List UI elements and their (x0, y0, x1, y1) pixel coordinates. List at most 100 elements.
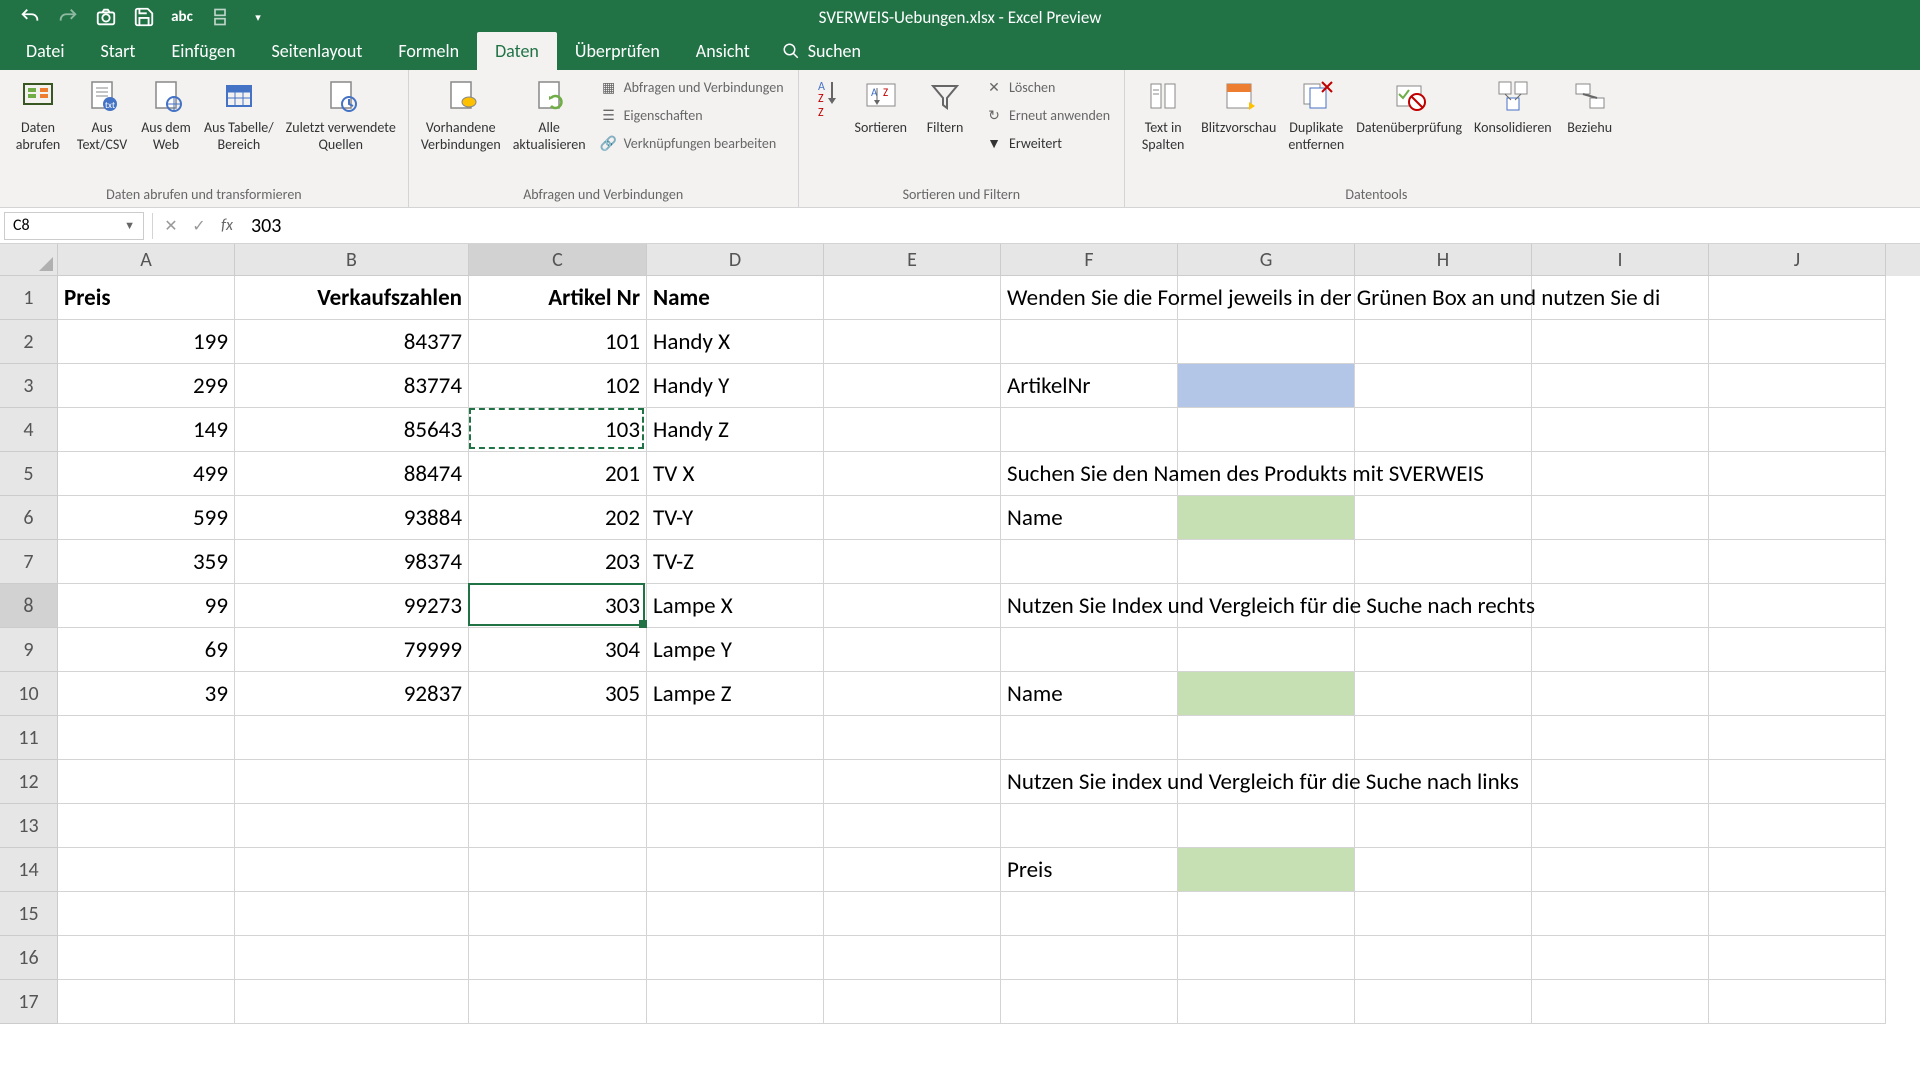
col-header-E[interactable]: E (824, 244, 1001, 276)
cell-A10[interactable]: 39 (58, 672, 235, 716)
cell-G10[interactable] (1178, 672, 1355, 716)
cell-H13[interactable] (1355, 804, 1532, 848)
cell-J2[interactable] (1709, 320, 1886, 364)
row-header-12[interactable]: 12 (0, 760, 58, 804)
cell-A1[interactable]: Preis (58, 276, 235, 320)
redo-icon[interactable] (56, 5, 80, 29)
cell-A15[interactable] (58, 892, 235, 936)
row-header-11[interactable]: 11 (0, 716, 58, 760)
cell-A3[interactable]: 299 (58, 364, 235, 408)
cell-A17[interactable] (58, 980, 235, 1024)
cell-B6[interactable]: 93884 (235, 496, 469, 540)
text-to-columns-button[interactable]: Text in Spalten (1133, 74, 1193, 156)
cell-C16[interactable] (469, 936, 647, 980)
cell-H15[interactable] (1355, 892, 1532, 936)
cell-F7[interactable] (1001, 540, 1178, 584)
cell-D17[interactable] (647, 980, 824, 1024)
recent-sources-button[interactable]: Zuletzt verwendete Quellen (282, 74, 400, 156)
row-header-6[interactable]: 6 (0, 496, 58, 540)
cell-C12[interactable] (469, 760, 647, 804)
cell-H17[interactable] (1355, 980, 1532, 1024)
cell-E7[interactable] (824, 540, 1001, 584)
cell-A9[interactable]: 69 (58, 628, 235, 672)
from-text-csv-button[interactable]: txt Aus Text/CSV (72, 74, 132, 156)
cell-A14[interactable] (58, 848, 235, 892)
tab-daten[interactable]: Daten (477, 32, 557, 70)
cell-J13[interactable] (1709, 804, 1886, 848)
tell-me-search[interactable]: Suchen (768, 32, 875, 70)
existing-connections-button[interactable]: Vorhandene Verbindungen (417, 74, 505, 156)
remove-duplicates-button[interactable]: Duplikate entfernen (1284, 74, 1348, 156)
cell-I2[interactable] (1532, 320, 1709, 364)
tab-ueberpruefen[interactable]: Überprüfen (557, 32, 678, 70)
col-header-J[interactable]: J (1709, 244, 1886, 276)
cell-I7[interactable] (1532, 540, 1709, 584)
sort-button[interactable]: AZ Sortieren (851, 74, 911, 139)
row-header-13[interactable]: 13 (0, 804, 58, 848)
cell-E5[interactable] (824, 452, 1001, 496)
cell-D6[interactable]: TV-Y (647, 496, 824, 540)
row-header-1[interactable]: 1 (0, 276, 58, 320)
cell-F11[interactable] (1001, 716, 1178, 760)
row-header-7[interactable]: 7 (0, 540, 58, 584)
cell-A16[interactable] (58, 936, 235, 980)
cell-D4[interactable]: Handy Z (647, 408, 824, 452)
cell-D9[interactable]: Lampe Y (647, 628, 824, 672)
row-header-9[interactable]: 9 (0, 628, 58, 672)
cell-G16[interactable] (1178, 936, 1355, 980)
cell-E16[interactable] (824, 936, 1001, 980)
cell-J12[interactable] (1709, 760, 1886, 804)
col-header-G[interactable]: G (1178, 244, 1355, 276)
cell-C8[interactable]: 303 (469, 584, 647, 628)
cell-C15[interactable] (469, 892, 647, 936)
fx-icon[interactable]: fx (213, 212, 241, 240)
cell-D15[interactable] (647, 892, 824, 936)
cell-J11[interactable] (1709, 716, 1886, 760)
cell-B5[interactable]: 88474 (235, 452, 469, 496)
camera-icon[interactable] (94, 5, 118, 29)
cell-I5[interactable] (1532, 452, 1709, 496)
cell-F3[interactable]: ArtikelNr (1001, 364, 1178, 408)
cell-G9[interactable] (1178, 628, 1355, 672)
consolidate-button[interactable]: Konsolidieren (1470, 74, 1556, 139)
cell-D3[interactable]: Handy Y (647, 364, 824, 408)
tab-datei[interactable]: Datei (8, 32, 82, 70)
cell-F13[interactable] (1001, 804, 1178, 848)
cell-I17[interactable] (1532, 980, 1709, 1024)
cell-D1[interactable]: Name (647, 276, 824, 320)
cell-D16[interactable] (647, 936, 824, 980)
cell-D5[interactable]: TV X (647, 452, 824, 496)
reapply-filter-button[interactable]: ↻Erneut anwenden (979, 102, 1116, 128)
cell-B4[interactable]: 85643 (235, 408, 469, 452)
cell-E13[interactable] (824, 804, 1001, 848)
col-header-C[interactable]: C (469, 244, 647, 276)
filter-button[interactable]: Filtern (915, 74, 975, 139)
cell-C6[interactable]: 202 (469, 496, 647, 540)
edit-links-button[interactable]: 🔗Verknüpfungen bearbeiten (594, 130, 790, 156)
cell-I15[interactable] (1532, 892, 1709, 936)
cell-F15[interactable] (1001, 892, 1178, 936)
cell-F14[interactable]: Preis (1001, 848, 1178, 892)
cell-B15[interactable] (235, 892, 469, 936)
row-header-15[interactable]: 15 (0, 892, 58, 936)
cell-D13[interactable] (647, 804, 824, 848)
tab-seitenlayout[interactable]: Seitenlayout (253, 32, 380, 70)
cell-G17[interactable] (1178, 980, 1355, 1024)
cell-E17[interactable] (824, 980, 1001, 1024)
cell-C3[interactable]: 102 (469, 364, 647, 408)
undo-icon[interactable] (18, 5, 42, 29)
cell-B13[interactable] (235, 804, 469, 848)
cell-H3[interactable] (1355, 364, 1532, 408)
cell-G11[interactable] (1178, 716, 1355, 760)
confirm-formula-icon[interactable]: ✓ (185, 212, 213, 240)
relationships-button[interactable]: Beziehu (1560, 74, 1620, 139)
cell-H14[interactable] (1355, 848, 1532, 892)
cell-B10[interactable]: 92837 (235, 672, 469, 716)
row-header-8[interactable]: 8 (0, 584, 58, 628)
cell-I8[interactable] (1532, 584, 1709, 628)
cell-I10[interactable] (1532, 672, 1709, 716)
cell-I12[interactable] (1532, 760, 1709, 804)
col-header-D[interactable]: D (647, 244, 824, 276)
cell-G15[interactable] (1178, 892, 1355, 936)
cell-G7[interactable] (1178, 540, 1355, 584)
